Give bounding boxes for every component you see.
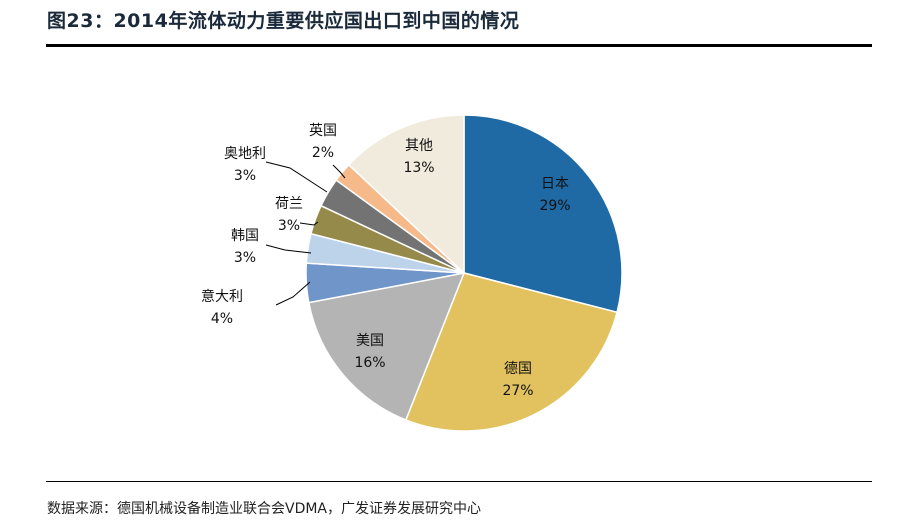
pie-slice-0 [463, 114, 623, 314]
slice-value-3: 4% [211, 311, 233, 327]
slice-value-7: 2% [312, 145, 334, 161]
source-divider [46, 481, 872, 482]
slice-label-2: 美国 [356, 333, 384, 349]
slice-value-0: 29% [539, 198, 570, 214]
slice-label-3: 意大利 [201, 288, 243, 305]
slice-label-7: 英国 [309, 122, 337, 139]
leader-line-3 [275, 281, 311, 306]
slice-value-5: 3% [278, 218, 300, 234]
slice-value-2: 16% [354, 355, 385, 371]
slice-label-0: 日本 [541, 176, 569, 192]
slice-value-1: 27% [502, 383, 533, 399]
slice-value-6: 3% [234, 168, 256, 184]
slice-value-8: 13% [403, 160, 434, 176]
slice-value-4: 3% [234, 250, 256, 266]
source-note: 数据来源：德国机械设备制造业联合会VDMA，广发证券发展研究中心 [47, 501, 482, 517]
slice-label-8: 其他 [405, 138, 433, 154]
leader-line-5 [299, 221, 319, 226]
slice-label-6: 奥地利 [224, 145, 266, 162]
leader-line-7 [332, 164, 346, 179]
pie-slice-2 [307, 272, 466, 421]
chart-title: 图23：2014年流体动力重要供应国出口到中国的情况 [47, 10, 520, 32]
slice-label-5: 荷兰 [275, 196, 303, 212]
pie-slice-1 [404, 272, 618, 432]
slice-label-4: 韩国 [231, 228, 259, 244]
title-divider [46, 44, 872, 47]
pie-slice-8 [347, 114, 465, 275]
leader-line-4 [265, 244, 312, 254]
slice-label-1: 德国 [504, 361, 532, 377]
leader-line-6 [265, 161, 328, 193]
